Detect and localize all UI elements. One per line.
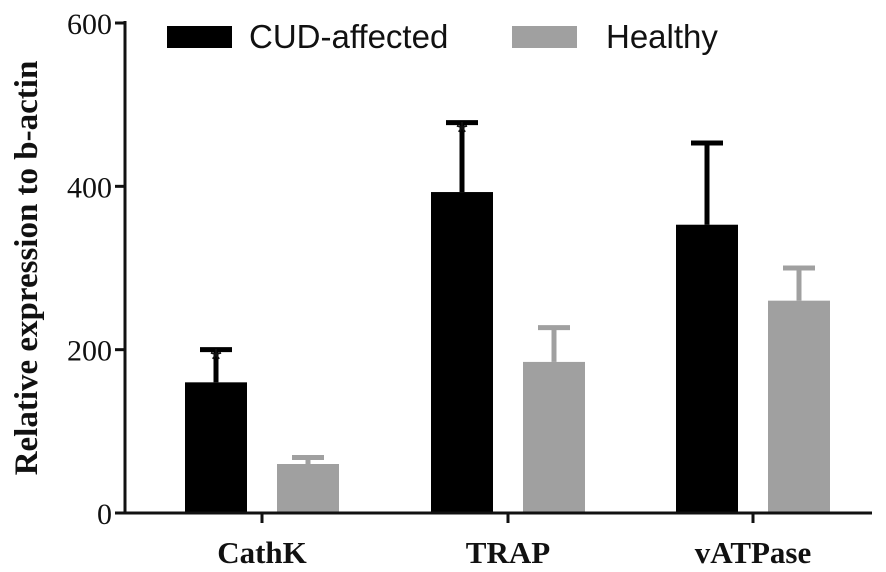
bars-layer (185, 192, 830, 514)
legend: CUD-affected Healthy (167, 18, 718, 55)
y-axis-title: Relative expression to b-actin (9, 61, 45, 476)
bar-vatpase-cud-affected (676, 224, 738, 513)
legend-swatch-healthy (512, 26, 577, 48)
x-tick-label-trap: TRAP (466, 535, 550, 570)
significance-mark-cathk: * (210, 344, 222, 377)
bar-trap-cud-affected (431, 192, 493, 514)
labels-layer: * * 0 200 400 600 CathK TRAP vATPase Relative exp… (9, 8, 811, 570)
bar-vatpase-healthy (768, 300, 830, 513)
y-tick-label-600: 600 (67, 8, 112, 41)
bar-cathk-cud-affected (185, 382, 247, 513)
legend-label-cud-affected: CUD-affected (249, 18, 448, 55)
legend-swatch-cud-affected (167, 26, 232, 48)
y-tick-label-400: 400 (67, 171, 112, 204)
y-tick-label-0: 0 (97, 498, 112, 531)
x-tick-label-vatpase: vATPase (695, 535, 812, 570)
error-bars-layer (200, 120, 815, 464)
significance-mark-trap: * (456, 117, 468, 150)
bar-cathk-healthy (277, 464, 339, 513)
axes-layer (115, 21, 872, 523)
legend-label-healthy: Healthy (606, 18, 718, 55)
bar-trap-healthy (523, 361, 585, 513)
y-tick-label-200: 200 (67, 335, 112, 368)
x-tick-label-cathk: CathK (217, 535, 307, 570)
